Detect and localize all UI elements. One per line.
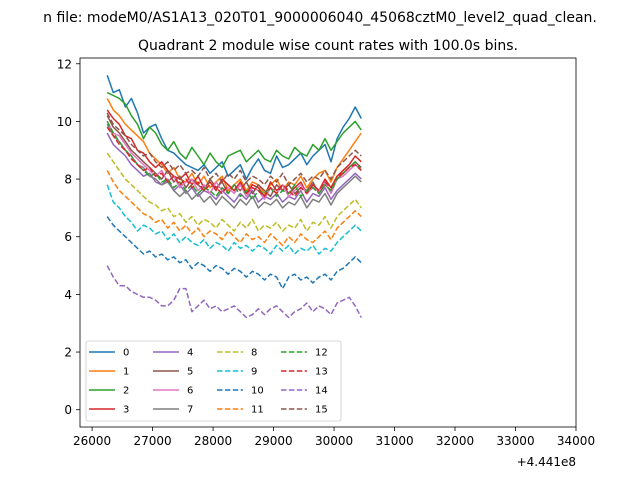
legend-label-7: 7 <box>187 405 193 416</box>
axes-frame <box>79 57 577 428</box>
series-line-4 <box>106 132 362 203</box>
series-line-12 <box>106 121 362 201</box>
legend-label-10: 10 <box>251 386 264 397</box>
x-tick-label: 31000 <box>375 434 413 448</box>
legend-label-13: 13 <box>315 367 328 378</box>
x-tick-label: 29000 <box>254 434 292 448</box>
x-tick-label: 32000 <box>436 434 474 448</box>
x-tick-label: 27000 <box>133 434 171 448</box>
y-tick-label: 12 <box>57 57 72 71</box>
series-layer <box>106 75 362 319</box>
legend-label-11: 11 <box>251 405 264 416</box>
x-tick-label: 34000 <box>557 434 595 448</box>
x-offset-label: +4.441e8 <box>517 455 576 469</box>
legend-box <box>85 340 342 422</box>
legend-label-0: 0 <box>123 348 129 359</box>
suptitle: n file: modeM0/AS1A13_020T01_9000006040_… <box>43 10 597 26</box>
plot-area: 26000 27000 28000 29000 30000 31000 32000 33000… <box>57 57 595 469</box>
series-line-13 <box>106 126 362 198</box>
legend-label-8: 8 <box>251 348 257 359</box>
series-line-7 <box>106 123 362 209</box>
series-line-8 <box>106 152 362 232</box>
y-axis: 0 2 4 6 8 10 12 <box>57 57 80 417</box>
legend-label-2: 2 <box>123 386 129 397</box>
x-axis: 26000 27000 28000 29000 30000 31000 32000 33000… <box>73 427 595 448</box>
x-tick-label: 28000 <box>194 434 232 448</box>
y-tick-label: 10 <box>57 115 72 129</box>
legend-label-6: 6 <box>187 386 193 397</box>
y-tick-label: 6 <box>64 230 72 244</box>
y-tick-label: 4 <box>64 288 72 302</box>
chart-title: Quadrant 2 module wise count rates with … <box>138 38 518 54</box>
legend-label-5: 5 <box>187 367 193 378</box>
series-line-6 <box>106 121 362 201</box>
series-line-2 <box>106 91 362 169</box>
legend-label-14: 14 <box>315 386 328 397</box>
legend-label-15: 15 <box>315 405 328 416</box>
y-tick-label: 0 <box>64 403 72 417</box>
x-tick-label: 33000 <box>496 434 534 448</box>
x-tick-label: 26000 <box>73 434 111 448</box>
x-tick-label: 30000 <box>315 434 353 448</box>
y-tick-label: 2 <box>64 346 72 360</box>
legend-label-1: 1 <box>123 367 129 378</box>
y-tick-label: 8 <box>64 173 72 187</box>
legend-label-12: 12 <box>315 348 328 359</box>
series-line-9 <box>106 184 362 255</box>
series-line-14 <box>106 265 362 319</box>
series-line-11 <box>106 170 362 247</box>
legend-label-4: 4 <box>187 348 193 359</box>
series-line-10 <box>106 216 362 290</box>
series-line-15 <box>106 112 362 186</box>
legend-label-9: 9 <box>251 367 257 378</box>
legend-label-3: 3 <box>123 405 129 416</box>
